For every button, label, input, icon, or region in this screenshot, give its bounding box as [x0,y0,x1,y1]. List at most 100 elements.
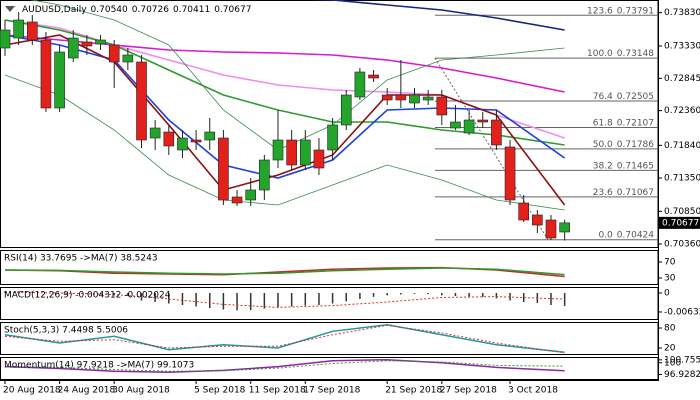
fib-label: 50.0 0.71786 [593,139,655,149]
x-tick-label: 3 Oct 2018 [508,386,558,396]
candle-body [395,94,407,101]
y-tick-label: 80 [664,324,676,334]
panel-title: Stoch(5,3,3) 7.4498 5.5006 [4,326,128,336]
candle-body [149,127,161,139]
y-tick-label: 100.7556 [664,355,700,365]
header-icon [5,6,15,12]
fib-price: 0.71465 [617,161,654,171]
candle-body [0,29,11,49]
x-tick-label: 27 Sep 2018 [440,386,497,396]
panel [4,358,565,374]
moving-average [4,74,565,211]
candle-body [95,39,106,45]
candle-body [436,96,448,116]
candle-body [327,124,338,151]
candle-body [491,119,502,146]
fib-label: 76.4 0.72505 [593,92,654,102]
open: 0.70540 [91,5,128,15]
candle-body [108,44,120,63]
candle-body [163,131,175,147]
y-tick-label: 0.72360 [664,106,700,116]
y-tick-label: 0 [664,289,670,299]
fib-price: 0.71786 [617,139,654,149]
fib-ratio: 61.8 [593,118,613,128]
panel [4,291,566,311]
candle-body [204,131,216,141]
candle-body [26,21,38,41]
candle-body [81,41,93,47]
candle-body [136,61,147,141]
y-tick-label: 0.70360 [664,240,700,250]
x-tick-label: 20 Aug 2018 [3,386,61,396]
candle-body [13,19,24,39]
x-tick-label: 5 Sep 2018 [194,386,246,396]
fib-ratio: 38.2 [593,161,613,171]
candle-body [504,146,516,201]
candle-body [422,96,434,101]
candle-body [340,94,352,126]
panel [4,266,565,278]
candle-body [40,39,52,109]
candle-body [354,71,366,98]
fib-ratio: 50.0 [593,139,613,149]
candle-body [299,139,311,166]
candle-body [518,202,530,221]
candle-body [545,219,557,239]
fib-label: 0.0 0.70424 [598,230,654,240]
header: AUDUSD,Daily 0.70540 0.70726 0.70411 0.70677 [22,5,251,15]
x-tick-label: 17 Sep 2018 [303,386,360,396]
indicator-line [4,323,565,353]
y-tick-label: 0.73830 [664,8,700,18]
panel [4,323,565,354]
panel-title: MACD(12,26,9) -0.004312 -0.002024 [4,291,171,301]
indicator-line [4,360,565,372]
fib-price: 0.71067 [617,187,654,197]
low: 0.70411 [173,5,210,15]
fib-price: 0.73791 [617,6,654,16]
y-tick-label: 30 [664,274,676,284]
candle-body [368,74,379,79]
current-price-tag [659,216,700,229]
fib-ratio: 23.6 [593,187,613,197]
x-tick-label: 11 Sep 2018 [249,386,306,396]
close: 0.70677 [214,5,251,15]
fib-label: 38.2 0.71465 [593,161,654,171]
indicator-line [4,267,565,276]
candle-body [463,119,475,134]
fib-price: 0.72107 [617,118,654,128]
fib-price: 0.72505 [617,92,654,102]
candle-body [218,137,229,201]
indicator-line [4,358,565,374]
panel-title: Momentum(14) 97.9218 ->MA(7) 99.1073 [4,361,194,371]
y-tick-label: 0.71350 [664,174,700,184]
candle-body [313,149,325,169]
fib-ratio: 123.6 [587,6,613,16]
indicator-line [4,291,565,308]
candle-body [231,196,243,204]
candle-body [450,121,461,129]
high: 0.70726 [132,5,169,15]
candle-body [477,119,489,123]
fib-label: 123.6 0.73791 [587,6,654,16]
candle-body [245,189,256,201]
y-tick-label: 0.73330 [664,42,700,52]
current-price-label: 0.70677 [662,218,699,228]
candle-body [122,54,134,63]
y-tick-label: 0.72845 [664,74,700,84]
y-tick-label: 96.9282 [664,370,700,380]
panel [0,0,658,241]
candle-body [286,139,297,166]
candle-body [272,139,284,161]
candle-body [177,137,188,151]
fib-ratio: 76.4 [593,92,613,102]
y-tick-label: 100 [664,358,681,368]
y-tick-label: -0.006325 [664,307,700,317]
moving-average [4,34,566,179]
fib-price: 0.73148 [617,49,654,59]
x-tick-label: 24 Aug 2018 [58,386,116,396]
fib-label: 23.6 0.71067 [593,187,654,197]
candle-body [67,37,79,59]
moving-average [310,0,565,31]
